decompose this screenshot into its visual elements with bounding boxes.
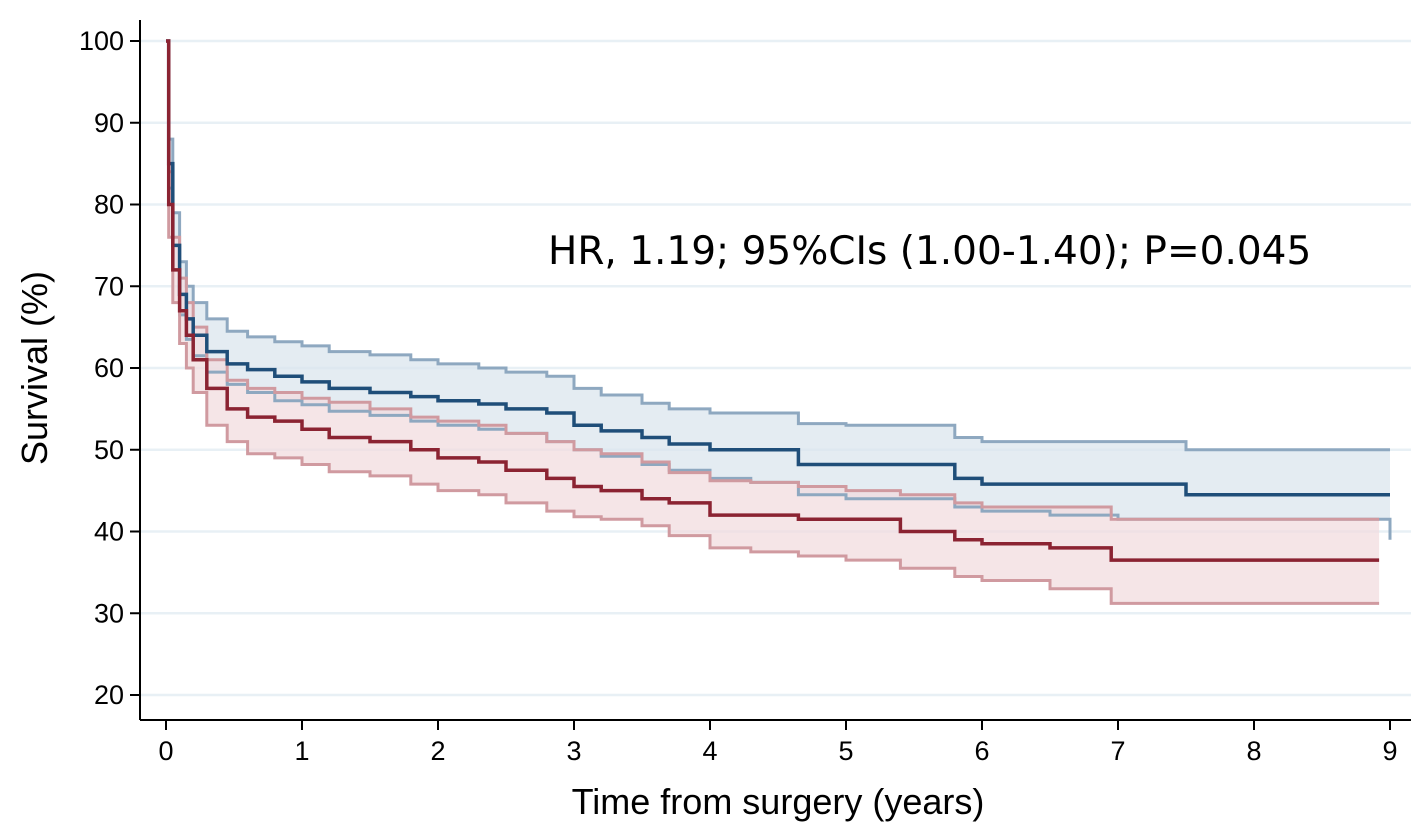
survival-line-1 (166, 39, 1390, 497)
y-tick-label-30: 30 (94, 598, 124, 628)
survival-curves (166, 39, 1392, 605)
survival-line-2 (166, 39, 1380, 562)
y-axis-title: Survival (%) (14, 271, 55, 465)
x-tick-label-3: 3 (566, 736, 581, 766)
x-tick-label-5: 5 (838, 736, 853, 766)
y-tick-label-20: 20 (94, 680, 124, 710)
x-tick-label-2: 2 (430, 736, 445, 766)
ci-lower-line-2 (166, 39, 1380, 605)
x-tick-label-4: 4 (702, 736, 717, 766)
y-tick-label-50: 50 (94, 435, 124, 465)
y-ticks: 20 30 40 50 60 70 80 90 100 (79, 26, 140, 710)
y-tick-label-80: 80 (94, 190, 124, 220)
x-tick-label-7: 7 (1110, 736, 1125, 766)
axes (139, 20, 1411, 721)
ci-band-2 (166, 41, 1380, 604)
y-tick-label-70: 70 (94, 271, 124, 301)
y-tick-label-40: 40 (94, 517, 124, 547)
hazard-ratio-annotation: HR, 1.19; 95%CIs (1.00-1.40); P=0.045 (548, 229, 1311, 274)
x-ticks: 0 1 2 3 4 5 6 7 8 9 (158, 720, 1398, 766)
y-tick-label-60: 60 (94, 353, 124, 383)
confidence-bands (166, 41, 1390, 604)
x-tick-label-0: 0 (158, 736, 173, 766)
y-tick-label-100: 100 (79, 26, 124, 56)
x-axis-title: Time from surgery (years) (572, 781, 985, 822)
x-tick-label-8: 8 (1246, 736, 1261, 766)
y-tick-label-90: 90 (94, 108, 124, 138)
x-tick-label-1: 1 (294, 736, 309, 766)
x-tick-label-6: 6 (974, 736, 989, 766)
x-tick-label-9: 9 (1382, 736, 1397, 766)
ci-band-1 (166, 41, 1390, 540)
ci-upper-line-2 (166, 39, 1380, 521)
